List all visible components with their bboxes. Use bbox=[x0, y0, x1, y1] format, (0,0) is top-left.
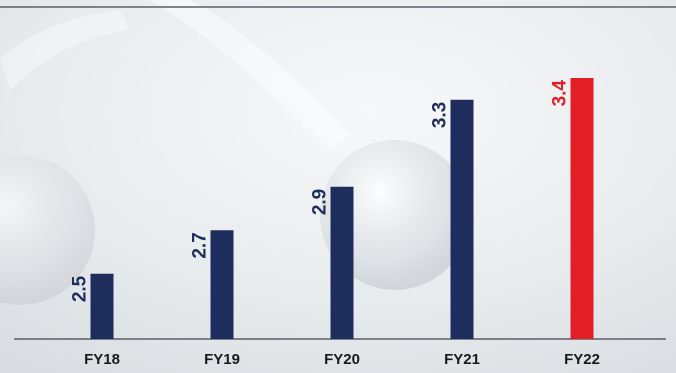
category-label-fy19: FY19 bbox=[204, 351, 240, 368]
category-label-fy20: FY20 bbox=[324, 351, 360, 368]
category-label-fy18: FY18 bbox=[84, 351, 120, 368]
category-label-fy22: FY22 bbox=[564, 351, 600, 368]
value-label-fy21: 3.3 bbox=[430, 102, 451, 128]
bar-fy19 bbox=[210, 230, 234, 339]
category-label-fy21: FY21 bbox=[444, 351, 480, 368]
value-label-fy20: 2.9 bbox=[310, 189, 331, 215]
bars-group bbox=[90, 78, 594, 339]
value-label-fy19: 2.7 bbox=[190, 232, 211, 258]
value-label-fy18: 2.5 bbox=[70, 275, 91, 302]
bar-fy21 bbox=[450, 99, 474, 339]
category-labels-group: FY18 FY19 FY20 FY21 FY22 bbox=[84, 351, 600, 368]
bar-fy20 bbox=[330, 186, 354, 339]
bar-fy18 bbox=[90, 273, 114, 339]
value-label-fy22: 3.4 bbox=[550, 80, 571, 107]
value-labels-group: 2.5 2.7 2.9 3.3 3.4 bbox=[70, 80, 571, 303]
bar-fy22 bbox=[570, 78, 594, 339]
